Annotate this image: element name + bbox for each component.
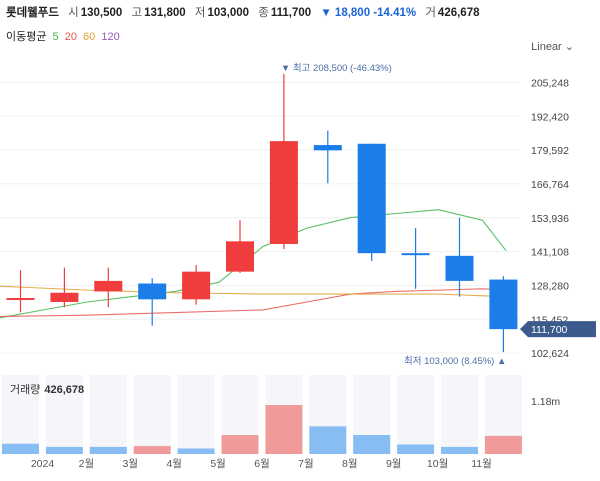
volume-slot [133, 375, 171, 454]
ma-60-label: 60 [83, 31, 96, 43]
candle-body [6, 298, 35, 301]
candle-body [138, 283, 167, 300]
annotations: ▼ 최고 208,500 (-46.43%) 최저 103,000 (8.45%)… [281, 63, 506, 367]
x-tick-label: 10월 [427, 458, 448, 470]
volume-bars: 1.18m [2, 375, 560, 454]
candle-body [94, 280, 123, 292]
scale-selector[interactable]: Linear ⌄ [531, 40, 574, 53]
y-axis: 205,248 192,420 179,592 166,764 153,936 141,1… [520, 77, 596, 360]
volume-slot [397, 375, 435, 454]
scale-label: Linear [531, 41, 562, 53]
volume-panel-title: 거래량 [10, 384, 41, 396]
change-value: ▼ 18,800 -14.41% [320, 7, 417, 19]
high-annotation: ▼ 최고 208,500 (-46.43%) [281, 63, 392, 74]
chevron-down-icon: ⌄ [564, 41, 574, 53]
volume-bar [133, 446, 171, 454]
moving-average-lines [0, 209, 507, 319]
volume-bar [397, 444, 435, 454]
candle-body [401, 253, 430, 256]
ma-20-label: 20 [64, 31, 77, 43]
candle-body [445, 255, 474, 281]
high-label: 고 [131, 7, 143, 19]
open-label: 시 [68, 7, 79, 19]
low-value: 103,000 [207, 7, 250, 19]
volume-panel-label: 거래량 426,678 [10, 381, 84, 397]
volume-label: 거 [425, 7, 436, 19]
volume-slot [2, 375, 39, 454]
x-tick-label: 7월 [298, 458, 314, 470]
x-tick-label: 5월 [210, 458, 226, 470]
volume-bar [484, 435, 522, 454]
y-tick-label: 153,936 [531, 213, 569, 225]
x-tick-label: 6월 [254, 458, 270, 470]
candle-body [313, 145, 342, 151]
candle-body [357, 143, 386, 254]
ma-line-20 [0, 288, 507, 318]
low-annotation: 최저 103,000 (8.45%) ▲ [404, 356, 506, 367]
volume-slot [441, 375, 478, 454]
stock-name: 롯데웰푸드 [6, 7, 59, 19]
volume-bar [177, 448, 215, 454]
x-tick-label: 3월 [123, 458, 139, 470]
ma-line-5 [0, 209, 507, 319]
volume-bar [221, 435, 259, 454]
volume-bar [89, 446, 127, 454]
ma-120-label: 120 [101, 31, 120, 43]
low-label: 저 [194, 7, 206, 19]
ma-legend-title: 이동평균 [6, 31, 47, 43]
volume-slot [177, 375, 215, 454]
candle-body [269, 141, 298, 244]
x-tick-label: 8월 [342, 458, 358, 470]
ma-5-label: 5 [52, 31, 59, 43]
y-tick-label: 205,248 [531, 77, 569, 89]
x-tick-label: 2024 [31, 458, 55, 470]
grid [0, 81, 520, 354]
volume-bar [353, 435, 391, 454]
close-value: 111,700 [270, 7, 312, 19]
y-tick-label: 128,280 [531, 280, 569, 292]
x-tick-label: 2월 [79, 458, 95, 470]
x-axis: 2024 2월 3월 4월 5월 6월 7월 8월 9월 10월 11월 [31, 458, 492, 470]
moving-average-legend[interactable]: 이동평균 5 20 60 120 [6, 28, 123, 44]
volume-slot [89, 375, 127, 454]
y-tick-label: 141,108 [531, 247, 569, 259]
close-label: 종 [258, 7, 269, 19]
candles [6, 73, 518, 353]
x-tick-label: 4월 [166, 458, 182, 470]
volume-bar [265, 405, 303, 454]
y-tick-label: 166,764 [531, 179, 569, 191]
stock-header: 롯데웰푸드 시 130,500 고 131,800 저 103,000 종 111,70… [6, 4, 486, 20]
volume-panel-value: 426,678 [44, 384, 85, 396]
x-tick-label: 9월 [386, 458, 402, 470]
volume-axis-tick: 1.18m [531, 396, 560, 408]
y-tick-label: 192,420 [531, 111, 569, 123]
volume-bar [45, 446, 83, 454]
last-price-tag [520, 321, 596, 338]
y-tick-label: 102,624 [531, 348, 569, 360]
candle-body [489, 279, 518, 330]
candle-body [182, 271, 211, 300]
x-tick-label: 11월 [471, 458, 492, 470]
high-value: 131,800 [144, 7, 186, 19]
candle-body [226, 241, 254, 272]
open-value: 130,500 [80, 7, 123, 19]
volume-bar [309, 426, 347, 454]
volume-slot [45, 375, 83, 454]
volume-bar [2, 443, 39, 454]
y-tick-label: 179,592 [531, 145, 569, 157]
ma-line-60 [0, 285, 507, 298]
last-price-label: 111,700 [531, 324, 568, 336]
volume-bar [441, 446, 478, 454]
volume-value: 426,678 [437, 7, 480, 19]
candle-body [50, 292, 79, 302]
